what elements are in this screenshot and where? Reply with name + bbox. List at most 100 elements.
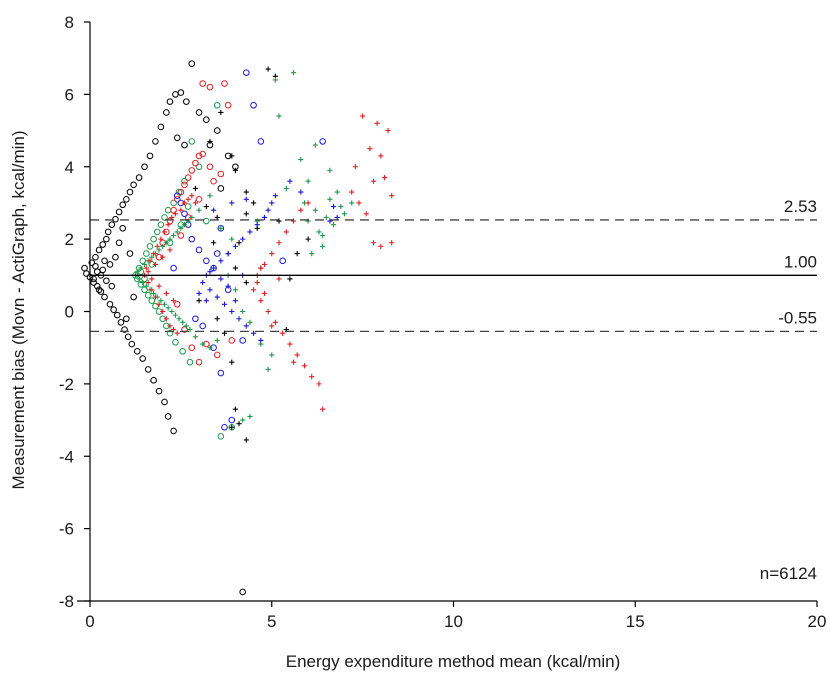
y-tick-label: 4 — [65, 158, 74, 177]
data-point — [144, 366, 152, 373]
data-point — [196, 207, 202, 213]
data-point — [261, 261, 268, 268]
data-point — [279, 257, 286, 265]
data-point — [104, 228, 112, 236]
data-point — [160, 254, 166, 260]
data-point — [196, 298, 202, 304]
reference-label: 1.00 — [784, 252, 817, 271]
data-point — [195, 358, 203, 366]
data-point — [192, 200, 199, 206]
data-point — [240, 417, 246, 423]
data-point — [99, 241, 107, 248]
data-point — [95, 246, 103, 254]
data-point — [181, 210, 188, 218]
data-point — [173, 300, 181, 308]
data-point — [280, 330, 286, 336]
data-point — [389, 193, 395, 199]
data-point — [158, 236, 164, 242]
data-point — [195, 246, 203, 254]
data-point — [258, 337, 264, 344]
data-point — [192, 159, 199, 167]
data-point — [188, 344, 196, 351]
data-point — [188, 167, 196, 174]
data-point — [199, 80, 206, 87]
data-point — [316, 229, 322, 235]
data-point — [167, 236, 173, 242]
data-point — [203, 257, 210, 265]
data-point — [261, 214, 268, 221]
data-point — [290, 359, 297, 365]
data-point — [93, 282, 101, 290]
data-point — [161, 301, 168, 307]
data-point — [124, 333, 132, 341]
data-point — [327, 196, 333, 202]
data-point — [200, 279, 206, 286]
data-point — [214, 316, 220, 322]
data-point — [214, 214, 220, 221]
data-point — [177, 89, 185, 96]
data-point — [290, 218, 297, 224]
data-point — [370, 240, 377, 246]
data-point — [139, 355, 147, 362]
data-point — [334, 189, 340, 195]
data-point — [183, 323, 189, 329]
data-point — [276, 218, 282, 224]
data-point — [92, 262, 99, 270]
series-0 — [81, 60, 246, 596]
data-point — [163, 240, 169, 246]
data-point — [239, 337, 246, 344]
data-point — [258, 298, 264, 304]
data-point — [239, 588, 246, 596]
reference-label: -0.55 — [778, 308, 817, 327]
data-point — [148, 297, 156, 304]
data-point — [213, 127, 221, 134]
data-point — [195, 152, 203, 160]
data-point — [309, 251, 315, 257]
data-point — [330, 203, 337, 210]
data-point — [165, 222, 171, 228]
data-point — [93, 268, 101, 275]
data-point — [130, 181, 137, 189]
data-point — [261, 290, 268, 297]
data-point — [115, 239, 123, 247]
data-point — [152, 294, 159, 300]
data-point — [160, 308, 166, 315]
data-point — [229, 153, 235, 159]
data-point — [207, 138, 213, 145]
data-point — [218, 258, 224, 264]
data-point — [232, 265, 238, 271]
data-point — [181, 141, 188, 149]
data-point — [232, 406, 238, 412]
data-point — [170, 264, 177, 272]
data-point — [210, 177, 217, 185]
series-3 — [170, 69, 326, 431]
data-point — [92, 253, 99, 261]
data-point — [250, 101, 257, 109]
data-point — [173, 192, 181, 199]
data-point — [180, 319, 186, 325]
data-point — [181, 177, 188, 185]
data-point — [119, 224, 127, 232]
data-point — [157, 123, 165, 131]
data-point — [149, 276, 155, 282]
data-point — [272, 77, 278, 83]
data-point — [170, 206, 177, 214]
data-point — [113, 311, 121, 319]
data-point — [214, 294, 220, 300]
data-point — [126, 188, 134, 196]
data-point — [144, 291, 152, 299]
data-point — [188, 138, 196, 145]
data-point — [320, 406, 326, 412]
data-point — [117, 319, 125, 326]
data-point — [206, 83, 214, 91]
data-point — [243, 437, 249, 443]
data-point — [152, 261, 159, 268]
data-point — [192, 185, 199, 192]
data-point — [189, 214, 195, 221]
data-point — [341, 211, 348, 217]
data-point — [203, 298, 209, 304]
data-point — [166, 217, 174, 225]
data-point — [232, 287, 238, 293]
data-point — [243, 196, 249, 202]
data-point — [269, 200, 275, 206]
